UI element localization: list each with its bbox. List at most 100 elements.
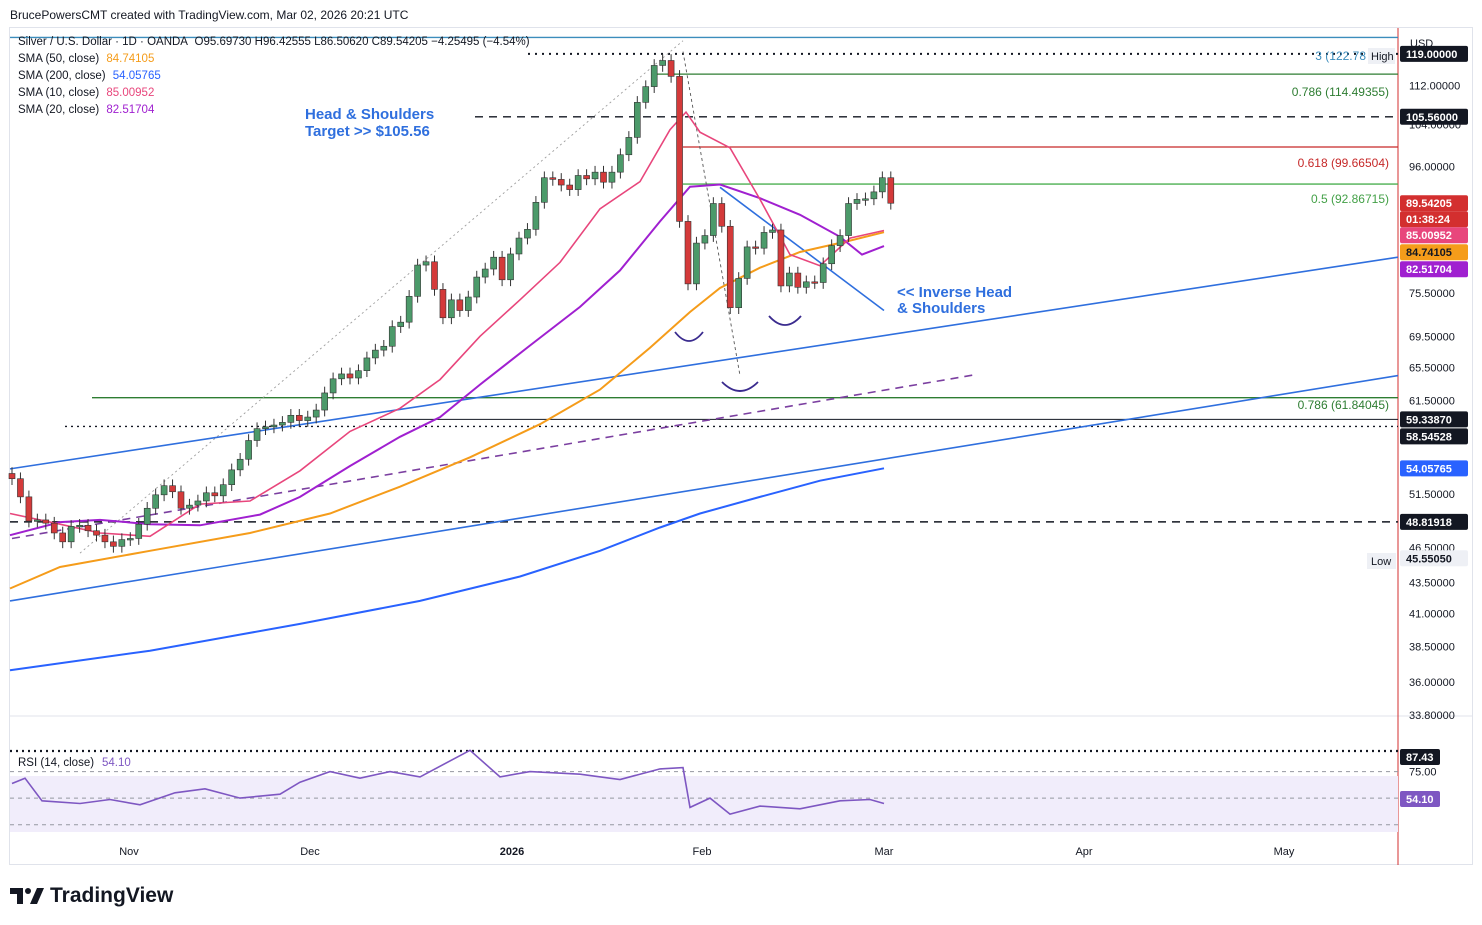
candle-body xyxy=(118,539,126,547)
candle-body xyxy=(338,373,345,380)
x-tick-label: Nov xyxy=(119,846,139,858)
candle-body xyxy=(405,296,413,323)
price-tag-bg xyxy=(1400,261,1468,278)
sma200-value: 54.05765 xyxy=(112,70,161,82)
down-candle xyxy=(59,526,67,549)
up-candle xyxy=(490,250,497,276)
up-candle xyxy=(186,498,193,515)
price-tag-level: 48.81918 xyxy=(1400,513,1468,530)
down-candle xyxy=(25,490,33,528)
price-tag-label: 84.74105 xyxy=(1406,247,1452,259)
price-tag-bg xyxy=(1400,550,1468,567)
y-tick-label: 38.50000 xyxy=(1409,642,1455,654)
up-candle xyxy=(405,290,413,329)
up-candle xyxy=(642,80,650,109)
candle-body xyxy=(507,253,514,281)
candle-body xyxy=(633,102,641,138)
candle-body xyxy=(574,175,582,190)
up-candle xyxy=(422,255,430,272)
up-candle xyxy=(127,532,134,546)
up-candle xyxy=(355,364,362,385)
candle-body xyxy=(372,349,379,359)
rsi-label: RSI (14, close) xyxy=(18,757,94,769)
candle-body xyxy=(186,504,193,509)
up-candle xyxy=(338,367,345,386)
sma10-line xyxy=(9,110,885,538)
up-candle xyxy=(321,386,328,417)
candle-body xyxy=(84,525,92,532)
up-candle xyxy=(397,315,405,333)
sma200-row[interactable]: SMA (200, close) 54.05765 xyxy=(18,68,530,85)
candle-body xyxy=(25,496,33,522)
price-tag-label: 54.05765 xyxy=(1406,463,1452,475)
up-candle xyxy=(574,169,582,196)
up-candle xyxy=(34,513,41,528)
price-tag-label: 01:38:24 xyxy=(1406,214,1451,226)
candle-body xyxy=(287,414,295,423)
price-tag-level: 105.56000 xyxy=(1400,108,1468,125)
up-candle xyxy=(135,517,143,545)
candle-body xyxy=(591,171,599,180)
symbol-name: Silver / U.S. Dollar · 1D · OANDA xyxy=(18,36,188,48)
price-tag-sma200: 54.05765 xyxy=(1400,460,1468,477)
symbol-row[interactable]: Silver / U.S. Dollar · 1D · OANDA O95.69… xyxy=(18,34,530,51)
tradingview-logo-icon xyxy=(10,888,44,904)
x-axis: Nov Dec 2026 Feb Mar Apr May xyxy=(119,846,1295,858)
price-tag-label: 45.55050 xyxy=(1406,553,1452,565)
fib-05-label: 0.5 (92.86715) xyxy=(1311,192,1389,206)
candle-body xyxy=(870,191,878,200)
up-candle xyxy=(118,533,126,553)
candle-body xyxy=(270,424,278,428)
up-candle xyxy=(473,270,481,304)
y-tick-label: 43.50000 xyxy=(1409,577,1455,589)
candle-body xyxy=(456,299,464,311)
down-candle xyxy=(583,169,590,186)
candle-body xyxy=(42,519,50,524)
candle-body xyxy=(845,203,852,236)
price-tag-label: 58.54528 xyxy=(1406,431,1452,443)
candle-body xyxy=(862,198,869,201)
sma10-value: 85.00952 xyxy=(106,87,155,99)
down-candle xyxy=(8,467,16,486)
candle-body xyxy=(160,485,168,496)
down-candle xyxy=(456,293,464,317)
up-candle xyxy=(219,478,227,503)
rsi-pane: RSI (14, close) 54.10 75.00 87.43 54.10 xyxy=(10,749,1440,826)
candle-body xyxy=(448,299,455,319)
candle-body xyxy=(177,491,185,509)
candle-body xyxy=(473,276,481,298)
sma20-row[interactable]: SMA (20, close) 82.51704 xyxy=(18,102,530,119)
down-candle xyxy=(177,485,185,515)
up-candle xyxy=(372,343,379,365)
price-tag-bg xyxy=(1400,411,1468,428)
candle-body xyxy=(777,229,785,287)
candle-body xyxy=(659,60,666,66)
tradingview-logo[interactable]: TradingView xyxy=(10,884,173,908)
candle-body xyxy=(794,272,802,288)
candle-body xyxy=(211,492,219,497)
down-candle xyxy=(346,367,354,385)
currency-unit[interactable]: USD xyxy=(1410,38,1434,50)
price-tag-low: 45.55050 xyxy=(1400,550,1468,567)
price-tag-label: 119.00000 xyxy=(1406,49,1457,61)
up-candle xyxy=(845,197,852,242)
sma50-row[interactable]: SMA (50, close) 84.74105 xyxy=(18,51,530,68)
sma10-row[interactable]: SMA (10, close) 85.00952 xyxy=(18,85,530,102)
x-tick-label: Feb xyxy=(693,846,712,858)
down-candle xyxy=(17,472,24,504)
high-tag-bg xyxy=(1368,48,1395,64)
candle-body xyxy=(836,235,844,246)
candle-body xyxy=(828,245,835,265)
up-candle xyxy=(862,192,869,206)
candle-body xyxy=(667,60,675,77)
down-candle xyxy=(101,528,109,549)
up-candle xyxy=(802,275,810,294)
rsi-tag-bg xyxy=(1400,791,1440,807)
up-candle xyxy=(541,171,548,209)
y-tick-label: 75.50000 xyxy=(1409,288,1455,300)
y-tick-label: 36.00000 xyxy=(1409,677,1455,689)
up-candle xyxy=(329,372,337,400)
rsi-tag-label: 87.43 xyxy=(1406,752,1434,764)
candle-body xyxy=(786,272,793,287)
